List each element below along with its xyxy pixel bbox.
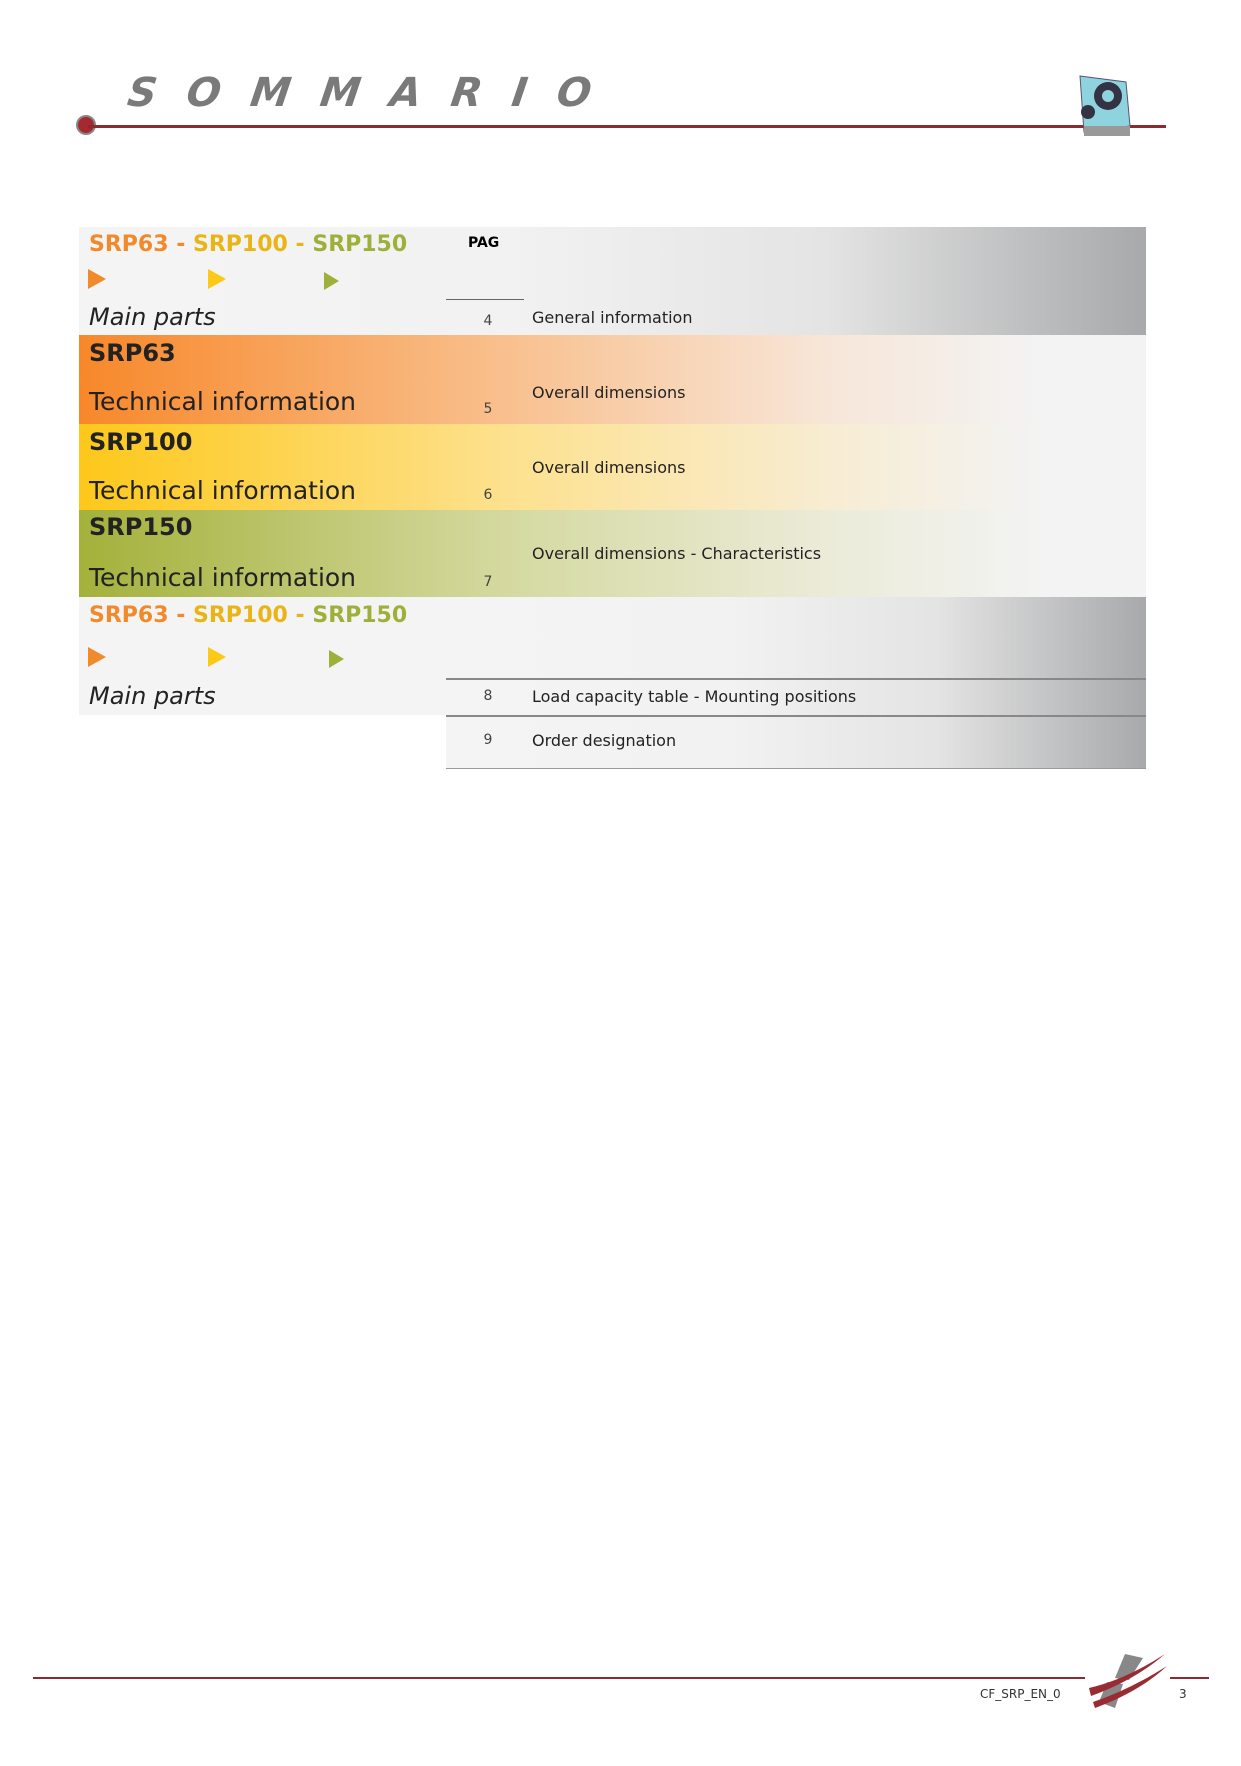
arrow-right-icon	[208, 269, 226, 289]
page-number: 9	[483, 732, 493, 748]
sep: -	[295, 232, 305, 257]
page-number-footer: 3	[1179, 1687, 1187, 1701]
series-heading: SRP63 - SRP100 - SRP150	[89, 603, 407, 628]
page-number: 5	[483, 401, 493, 417]
toc-link-overall-dimensions[interactable]: Overall dimensions	[532, 383, 686, 402]
toc-link-load-capacity[interactable]: Load capacity table - Mounting positions	[532, 687, 857, 706]
toc-link-general-information[interactable]: General information	[532, 308, 693, 327]
toc-link-overall-dimensions-characteristics[interactable]: Overall dimensions - Characteristics	[532, 544, 822, 563]
page-number: 8	[483, 688, 493, 704]
section-label: Technical information	[89, 476, 357, 505]
series-srp63: SRP63	[89, 232, 169, 257]
sep: -	[176, 603, 186, 628]
section-label: Technical information	[89, 563, 357, 592]
toc-row: 8 Load capacity table - Mounting positio…	[446, 680, 1146, 717]
toc-group-srp100: SRP100 Technical information 6 Overall d…	[79, 424, 1146, 510]
arrow-right-icon	[88, 269, 106, 289]
page-number: 7	[483, 574, 493, 590]
sep: -	[176, 232, 186, 257]
toc-link-order-designation[interactable]: Order designation	[532, 731, 677, 750]
series-title: SRP150	[89, 513, 193, 541]
series-srp150: SRP150	[312, 603, 408, 628]
series-title: SRP100	[89, 428, 193, 456]
section-label: Technical information	[89, 387, 357, 416]
toc-link-overall-dimensions[interactable]: Overall dimensions	[532, 458, 686, 477]
series-srp100: SRP100	[193, 232, 288, 257]
toc-group-srp63: SRP63 Technical information 5 Overall di…	[79, 335, 1146, 424]
section-label: Main parts	[89, 303, 216, 331]
pag-label: PAG	[468, 235, 500, 251]
toc-group-main-parts: SRP63 - SRP100 - SRP150 PAG Main parts	[79, 227, 1146, 335]
company-logo-icon	[1085, 1650, 1170, 1712]
arrow-right-icon	[208, 647, 226, 667]
page-number: 4	[483, 313, 493, 329]
toc-group-srp150: SRP150 Technical information 7 Overall d…	[79, 510, 1146, 597]
section-label: Main parts	[89, 682, 216, 710]
arrow-right-icon	[329, 650, 344, 668]
page-title: SOMMARIO	[124, 70, 625, 116]
document-code: CF_SRP_EN_0	[980, 1687, 1061, 1701]
sep: -	[295, 603, 305, 628]
header-rule	[88, 125, 1166, 128]
footer-rule	[33, 1677, 1209, 1679]
toc-row: 9 Order designation	[446, 717, 1146, 769]
series-srp63: SRP63	[89, 603, 169, 628]
page-number: 6	[483, 487, 493, 503]
divider	[446, 299, 524, 300]
toc-spacer	[446, 597, 1146, 680]
arrow-right-icon	[88, 647, 106, 667]
series-heading: SRP63 - SRP100 - SRP150	[89, 232, 407, 257]
toc-group-main-parts-2: SRP63 - SRP100 - SRP150 Main parts	[79, 597, 446, 715]
arrow-right-icon	[324, 272, 339, 290]
product-image-icon	[1079, 75, 1131, 136]
series-title: SRP63	[89, 339, 176, 367]
series-srp150: SRP150	[312, 232, 408, 257]
series-srp100: SRP100	[193, 603, 288, 628]
